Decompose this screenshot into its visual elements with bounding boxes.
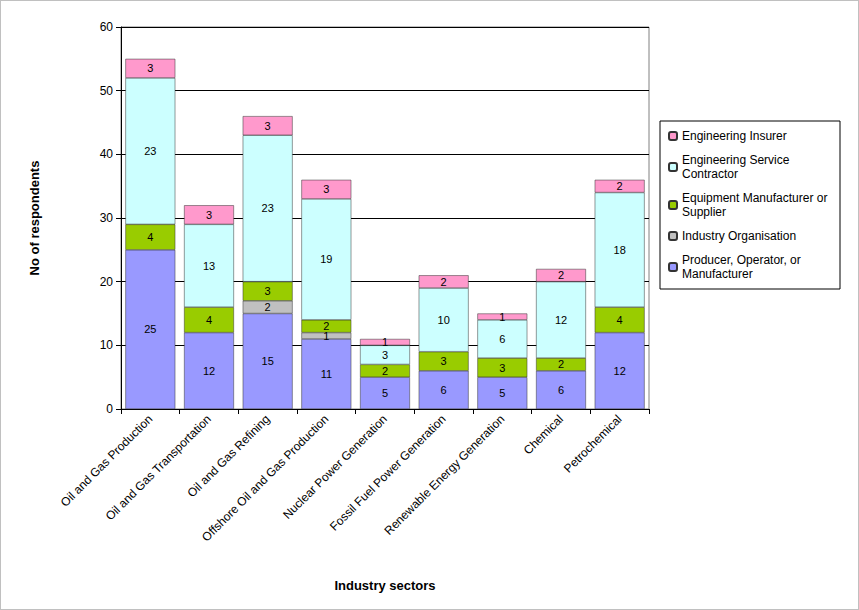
svg-text:3: 3 [499,362,505,374]
svg-text:12: 12 [614,365,626,377]
svg-text:Offshore Oil and Gas Productio: Offshore Oil and Gas Production [199,412,331,544]
svg-text:50: 50 [100,84,114,98]
svg-text:5: 5 [382,387,388,399]
svg-text:0: 0 [106,402,113,416]
svg-text:Oil and Gas Production: Oil and Gas Production [57,412,156,510]
svg-text:1: 1 [499,311,505,323]
svg-text:Oil and Gas Refining: Oil and Gas Refining [184,412,273,501]
svg-text:4: 4 [206,314,212,326]
svg-text:2: 2 [382,365,388,377]
svg-text:Industry sectors: Industry sectors [334,578,435,593]
svg-text:1: 1 [382,336,388,348]
svg-text:25: 25 [144,323,156,335]
svg-text:2: 2 [558,269,564,281]
svg-text:2: 2 [441,276,447,288]
svg-text:3: 3 [323,183,329,195]
svg-text:5: 5 [499,387,505,399]
svg-text:Fossil Fuel Power Generation: Fossil Fuel Power Generation [327,412,449,534]
svg-text:3: 3 [206,209,212,221]
svg-text:40: 40 [100,147,114,161]
svg-text:Oil and Gas Transportation: Oil and Gas Transportation [103,412,214,523]
svg-text:10: 10 [438,314,450,326]
svg-text:6: 6 [558,384,564,396]
svg-text:3: 3 [441,355,447,367]
svg-text:Manufacturer: Manufacturer [682,267,753,281]
svg-text:19: 19 [320,253,332,265]
svg-text:Supplier: Supplier [682,205,726,219]
svg-text:Producer, Operator, or: Producer, Operator, or [682,253,804,267]
svg-text:3: 3 [265,120,271,132]
svg-text:Contractor: Contractor [682,167,738,181]
svg-text:10: 10 [100,338,114,352]
svg-text:No of respondents: No of respondents [27,161,42,276]
svg-text:1: 1 [323,329,330,342]
svg-text:15: 15 [262,355,274,367]
svg-text:2: 2 [323,320,329,332]
svg-text:3: 3 [147,62,153,74]
svg-text:Engineering Service: Engineering Service [682,153,793,167]
svg-text:23: 23 [144,145,156,157]
svg-text:18: 18 [614,244,626,256]
svg-text:6: 6 [499,333,505,345]
svg-text:2: 2 [617,180,623,192]
svg-text:Renewable Energy Generation: Renewable Energy Generation [381,412,507,538]
svg-text:60: 60 [100,20,114,34]
svg-text:Engineering Insurer: Engineering Insurer [682,129,787,143]
svg-text:20: 20 [100,275,114,289]
svg-text:3: 3 [382,349,388,361]
svg-text:6: 6 [441,384,447,396]
svg-text:23: 23 [262,202,274,214]
svg-text:13: 13 [203,260,215,272]
svg-text:Equipment Manufacturer or: Equipment Manufacturer or [682,191,831,205]
svg-text:12: 12 [203,365,215,377]
svg-text:2: 2 [558,358,564,370]
svg-text:30: 30 [100,211,114,225]
svg-text:2: 2 [265,301,271,313]
svg-text:4: 4 [617,314,623,326]
svg-text:4: 4 [147,231,153,243]
svg-text:Petrochemical: Petrochemical [561,412,625,476]
svg-text:3: 3 [265,285,271,297]
svg-text:Chemical: Chemical [521,412,566,457]
svg-text:12: 12 [555,314,567,326]
svg-text:Nuclear Power Generation: Nuclear Power Generation [280,412,390,522]
svg-text:11: 11 [321,368,332,380]
svg-text:Industry Organisation: Industry Organisation [682,229,796,243]
